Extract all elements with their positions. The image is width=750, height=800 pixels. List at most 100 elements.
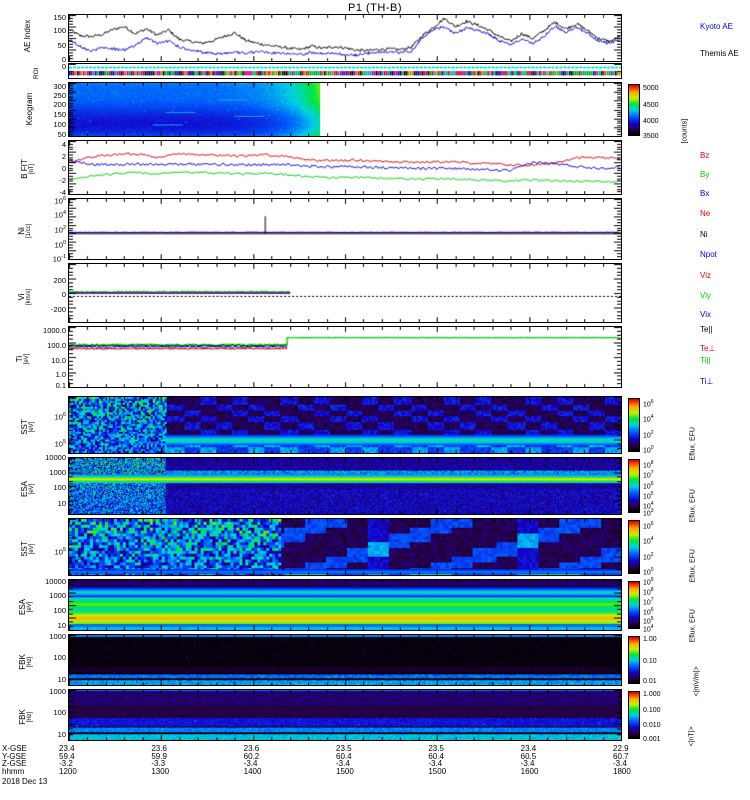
ni-ytick-1e4: 104 [54, 210, 66, 220]
x-axis-value: 1200 [59, 766, 77, 776]
cb-esae-t0: 108 [643, 460, 654, 470]
cb-fbkb-t0: 1.000 [643, 691, 661, 698]
ae-ytick-150: 150 [53, 13, 66, 22]
cb-keo-tick-5000: 5000 [643, 85, 659, 92]
x-axis-row-name-hhmm: hhmm [2, 766, 25, 776]
keo-ytick-250: 250 [53, 91, 66, 100]
x-axis-value: 23.5 [336, 744, 352, 753]
x-axis-value: -3.4 [336, 759, 350, 768]
esae-ytick-10: 10 [57, 499, 66, 508]
x-axis-value: 23.4 [520, 744, 537, 753]
x-axis-value: 1800 [613, 766, 631, 776]
vi-ytick-m200: -200 [50, 305, 66, 314]
cb-esae-t1: 107 [643, 470, 654, 480]
panel-fbk-efield [68, 634, 622, 686]
keo-ytick-300: 300 [53, 82, 66, 91]
x-axis-value: -3.4 [520, 759, 535, 768]
roi-ytick-0: 0 [61, 62, 66, 71]
ae-index-axis-title: AE Index [23, 19, 32, 53]
x-axis-value: 1400 [243, 766, 262, 776]
panel-roi [68, 63, 622, 79]
cb-esae-t3: 105 [643, 491, 654, 501]
x-axis-value: 59.4 [59, 751, 75, 761]
series-label-te-perp: Te⊥ [700, 344, 716, 353]
cb-esae-t4: 104 [643, 501, 654, 511]
keo-ytick-100: 100 [53, 120, 66, 129]
cb-keo-title: [counts] [681, 118, 689, 144]
vi-ytick-200: 200 [53, 276, 66, 285]
vi-label: Vi [17, 293, 26, 301]
esae-ytick-1000: 1000 [49, 468, 66, 477]
cb-ssti-t3: 100 [643, 567, 654, 577]
ti-ytick-01: 0.1 [55, 381, 66, 390]
x-axis-value: 60.7 [613, 751, 629, 761]
ssti-ytick-1e5: 105 [54, 547, 66, 557]
panel-esa-electron [68, 457, 622, 515]
panel-vi [68, 263, 622, 323]
cb-sste-t0: 106 [643, 399, 654, 409]
keo-ytick-50: 50 [57, 130, 66, 139]
x-axis-value: 23.6 [151, 744, 167, 753]
panel-b-fit [68, 140, 622, 195]
cb-sste-title: Eflux, EFU [689, 427, 697, 461]
cb-sste-t3: 100 [643, 445, 654, 455]
x-axis-value: -3.4 [613, 759, 627, 768]
panel-ni [68, 198, 622, 260]
cb-fbkb-t2: 0.010 [643, 722, 661, 729]
cb-fbke-title: <|mV/m|> [693, 666, 701, 697]
esae-ytick-100: 100 [53, 483, 66, 492]
panel-sst-electron [68, 396, 622, 454]
fbkb-ytick-10: 10 [57, 730, 66, 739]
cb-esai-t3: 106 [643, 607, 654, 617]
series-label-kyoto-ae: Kyoto AE [700, 22, 733, 31]
x-axis-value: 60.5 [520, 751, 537, 761]
ae-ytick-100: 100 [53, 26, 66, 35]
keogram-axis-title: Keogram [25, 92, 34, 126]
x-axis-value: 1300 [151, 766, 170, 776]
sst-e-label: SST [20, 419, 29, 435]
sst-ion-axis-title: SST [eV] [20, 525, 35, 573]
ni-axis-title: Ni [1/cc] [17, 206, 32, 256]
cb-esae-t5: 103 [643, 508, 654, 518]
bfit-axis-title: B FIT [nT] [20, 146, 35, 192]
esai-ytick-100: 100 [53, 606, 66, 615]
cb-ssti-t2: 102 [643, 552, 654, 562]
fbkb-ytick-1000: 1000 [49, 687, 66, 696]
panel-keogram [68, 82, 622, 137]
page-title: P1 (TH-B) [348, 2, 402, 14]
bfit-ytick-m2: -2 [59, 176, 66, 185]
bfit-ytick-0: 0 [61, 164, 66, 173]
x-axis-value: 23.6 [243, 744, 260, 753]
x-axis-value: 60.4 [428, 751, 444, 761]
cb-keo-tick-4500: 4500 [643, 102, 659, 109]
cb-esae-title: Eflux, EFU [689, 489, 697, 523]
panel-esa-ion [68, 579, 622, 631]
date-label: 2018 Dec 13 [2, 777, 48, 786]
ae-ytick-0: 0 [61, 55, 66, 64]
esai-ytick-10000: 10000 [45, 577, 66, 586]
bfit-ytick-m4: -4 [59, 188, 66, 197]
series-label-ti-par: Ti|| [700, 356, 711, 365]
x-axis-value: 60.2 [243, 751, 260, 761]
x-axis-row-name-x-gse: X-GSE [2, 744, 27, 753]
x-axis-value: 1500 [336, 766, 354, 776]
x-axis-row-name-z-gse: Z-GSE [2, 759, 27, 768]
vi-ytick-0: 0 [61, 290, 66, 299]
cb-ssti-t1: 104 [643, 536, 654, 546]
cb-esai-t4: 105 [643, 616, 654, 626]
sste-ytick-1e5: 105 [54, 439, 66, 449]
colorbar-fbk-efield [628, 636, 640, 684]
colorbar-sst-electron [628, 398, 640, 452]
series-label-vix: Vix [700, 310, 711, 319]
colorbar-sst-ion [628, 520, 640, 574]
ni-ytick-1e0: 100 [54, 240, 66, 250]
esai-ytick-10: 10 [57, 621, 66, 630]
colorbar-keogram [628, 84, 640, 136]
x-axis-value: -3.3 [151, 759, 166, 768]
cb-esai-t1: 108 [643, 587, 654, 597]
series-label-bx: Bx [700, 189, 710, 198]
x-axis-value: -3.2 [59, 759, 73, 768]
series-label-by: By [700, 170, 710, 179]
cb-fbke-t2: 0.01 [643, 678, 657, 685]
